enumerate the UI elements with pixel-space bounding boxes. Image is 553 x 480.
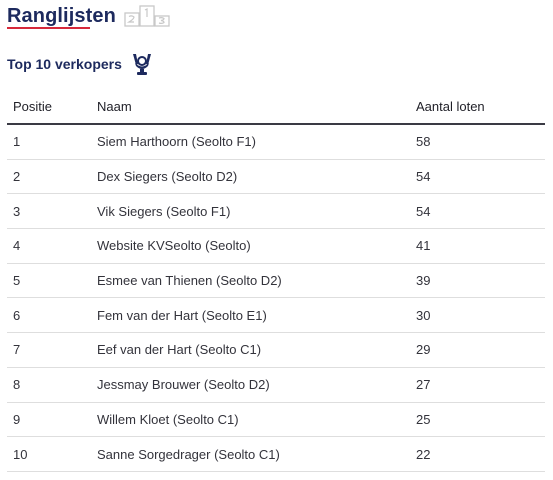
cell-position: 4 — [7, 228, 97, 264]
cell-count: 25 — [416, 402, 545, 438]
cell-count: 30 — [416, 297, 545, 334]
cell-name: Esmee van Thienen (Seolto D2) — [97, 263, 416, 299]
table-row: 5 Esmee van Thienen (Seolto D2) 39 — [7, 263, 545, 299]
page-title: Ranglijsten — [7, 4, 116, 27]
cell-count: 58 — [416, 124, 545, 160]
cell-name: Willem Kloet (Seolto C1) — [97, 402, 416, 438]
cell-name: Vik Siegers (Seolto F1) — [97, 193, 416, 230]
table-row: 1 Siem Harthoorn (Seolto F1) 58 — [7, 124, 545, 160]
table-row: 4 Website KVSeolto (Seolto) 41 — [7, 228, 545, 264]
column-header-positie[interactable]: Positie — [7, 90, 97, 125]
cell-name: Fem van der Hart (Seolto E1) — [97, 297, 416, 334]
cell-position: 9 — [7, 402, 97, 438]
cell-count: 39 — [416, 263, 545, 299]
cell-count: 27 — [416, 367, 545, 403]
cell-name: Siem Harthoorn (Seolto F1) — [97, 124, 416, 160]
table-row: 10 Sanne Sorgedrager (Seolto C1) 22 — [7, 436, 545, 472]
table-row: 6 Fem van der Hart (Seolto E1) 30 — [7, 297, 545, 334]
title-underline — [7, 27, 90, 29]
section-header: Top 10 verkopers — [7, 52, 155, 76]
cell-position: 5 — [7, 263, 97, 299]
table-row: 9 Willem Kloet (Seolto C1) 25 — [7, 402, 545, 438]
cell-position: 10 — [7, 436, 97, 472]
cell-name: Eef van der Hart (Seolto C1) — [97, 332, 416, 368]
section-title: Top 10 verkopers — [7, 56, 122, 72]
column-header-aantal-loten[interactable]: Aantal loten — [416, 90, 545, 125]
cell-position: 2 — [7, 159, 97, 195]
trophy-icon — [132, 54, 151, 75]
column-header-naam[interactable]: Naam — [97, 90, 416, 125]
table-row: 7 Eef van der Hart (Seolto C1) 29 — [7, 332, 545, 368]
top10-table: Positie Naam Aantal loten 1 Siem Harthoo… — [7, 90, 545, 472]
cell-name: Website KVSeolto (Seolto) — [97, 228, 416, 264]
cell-name: Jessmay Brouwer (Seolto D2) — [97, 367, 416, 403]
cell-count: 41 — [416, 228, 545, 264]
table-row: 2 Dex Siegers (Seolto D2) 54 — [7, 159, 545, 195]
cell-count: 29 — [416, 332, 545, 368]
cell-position: 8 — [7, 367, 97, 403]
cell-count: 54 — [416, 193, 545, 230]
cell-count: 22 — [416, 436, 545, 472]
page-header: Ranglijsten — [7, 2, 170, 30]
cell-position: 3 — [7, 193, 97, 230]
cell-position: 1 — [7, 124, 97, 160]
cell-count: 54 — [416, 159, 545, 195]
table-row: 3 Vik Siegers (Seolto F1) 54 — [7, 193, 545, 230]
podium-icon — [124, 5, 170, 27]
table-row: 8 Jessmay Brouwer (Seolto D2) 27 — [7, 367, 545, 403]
table-header-row: Positie Naam Aantal loten — [7, 90, 545, 125]
cell-name: Sanne Sorgedrager (Seolto C1) — [97, 436, 416, 472]
cell-position: 6 — [7, 297, 97, 334]
cell-position: 7 — [7, 332, 97, 368]
cell-name: Dex Siegers (Seolto D2) — [97, 159, 416, 195]
